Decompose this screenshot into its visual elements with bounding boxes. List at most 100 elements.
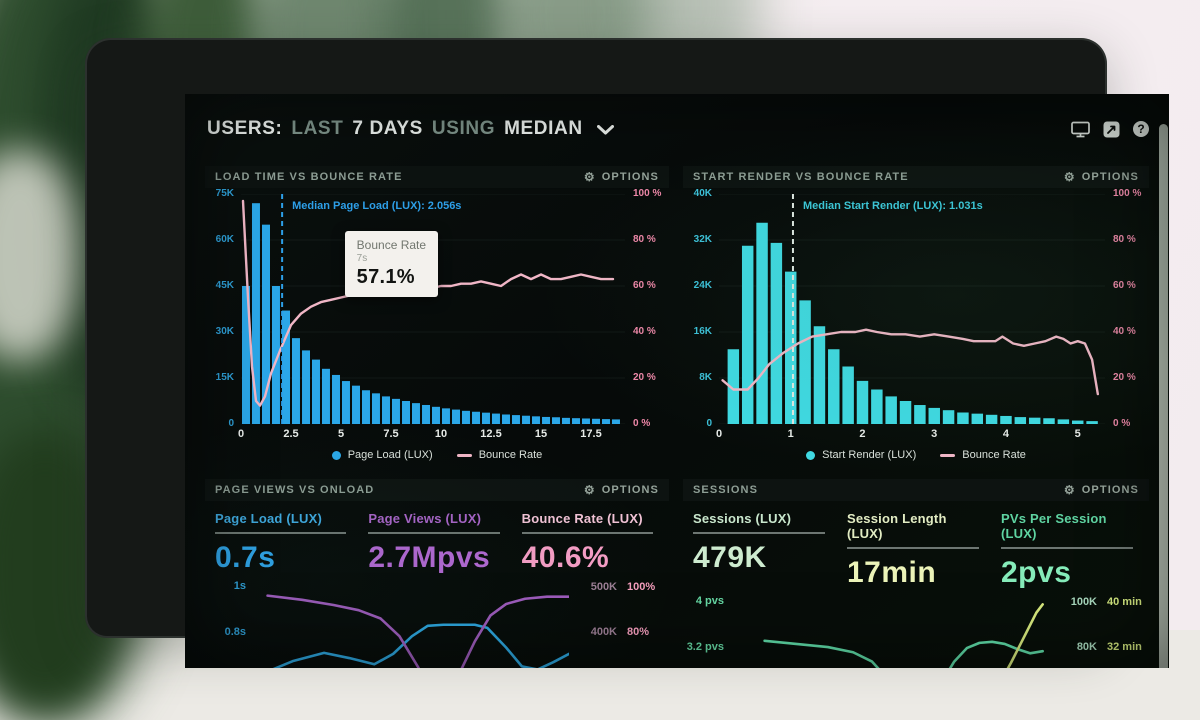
x-axis-tick: 15 <box>534 428 548 440</box>
x-axis-tick: 2 <box>859 428 866 440</box>
y-axis-tick: 4 pvs <box>695 595 724 607</box>
metric-label: PVs Per Session (LUX) <box>1001 511 1107 541</box>
laptop: USERS: LAST 7 DAYS USING MEDIAN <box>85 38 1169 668</box>
header-word: USERS: <box>207 118 283 139</box>
help-icon[interactable]: ? <box>1133 121 1149 137</box>
panel-header: SESSIONS ⚙ OPTIONS <box>683 479 1149 501</box>
metric-value: 479K <box>693 541 767 574</box>
legend-dot-swatch <box>331 450 341 460</box>
x-axis-tick: 0 <box>715 428 723 440</box>
metric-underline <box>521 532 653 534</box>
legend-label: Start Render (LUX) <box>822 449 917 461</box>
options-button[interactable]: ⚙ OPTIONS <box>1064 171 1139 183</box>
x-axis-tick: 17.5 <box>580 428 602 440</box>
panel-header: PAGE VIEWS VS ONLOAD ⚙ OPTIONS <box>205 479 669 501</box>
y-axis-left: 75K 60K 45K 30K 15K 0 <box>205 189 241 429</box>
monitor-icon[interactable] <box>1071 121 1090 138</box>
chart-plot[interactable]: Median Page Load (LUX): 2.056s Bounce Rat… <box>241 194 625 424</box>
export-icon[interactable] <box>1103 121 1120 138</box>
metric: Page Load (LUX) 0.7s <box>215 511 347 575</box>
metric-value: 2pvs <box>1001 556 1072 589</box>
y-axis-tick: 45K <box>215 280 234 291</box>
y-axis-tick: 0 <box>228 418 234 429</box>
x-axis: 0 1 2 3 4 5 <box>715 427 1105 443</box>
panel-header: LOAD TIME VS BOUNCE RATE ⚙ OPTIONS <box>205 166 669 188</box>
options-label: OPTIONS <box>1081 171 1139 183</box>
gear-icon: ⚙ <box>583 483 596 497</box>
y-axis-tick: 32K <box>693 234 712 245</box>
y-axis-tick-pair: 400K 80% <box>579 626 669 638</box>
gear-icon: ⚙ <box>1063 170 1076 184</box>
y-axis-tick: 8K <box>699 372 712 383</box>
metric: Session Length (LUX) 17min <box>847 511 979 590</box>
median-annotation: Median Start Render (LUX): 1.031s <box>802 200 983 212</box>
y-axis-tick: 100 % <box>1113 188 1142 199</box>
y-axis-tick: 75K <box>215 188 234 199</box>
y-axis-tick-pair: 500K 100% <box>579 581 669 593</box>
options-button[interactable]: ⚙ OPTIONS <box>1064 484 1139 496</box>
metric: Sessions (LUX) 479K <box>693 511 825 590</box>
x-axis-tick: 10 <box>434 428 448 440</box>
y-axis-tick: 60 % <box>633 280 656 291</box>
y-axis-tick: 80 % <box>633 234 656 245</box>
y-axis-tick: 32 min <box>1107 641 1142 653</box>
metrics-row: Page Load (LUX) 0.7s Page Views (LUX) 2.7Mp… <box>205 501 669 575</box>
x-axis-tick: 1 <box>787 428 794 440</box>
chart-legend: Page Load (LUX) Bounce Rate <box>205 445 669 465</box>
options-button[interactable]: ⚙ OPTIONS <box>584 484 659 496</box>
panel-title: PAGE VIEWS VS ONLOAD <box>215 484 375 496</box>
y-axis-tick-pair: 80K 32 min <box>1059 641 1149 653</box>
y-axis-tick: 500K <box>590 581 617 593</box>
metric-label: Session Length (LUX) <box>847 511 947 541</box>
panel-title: LOAD TIME VS BOUNCE RATE <box>215 171 403 183</box>
y-axis-tick: 20 % <box>633 372 656 383</box>
panel-header: START RENDER VS BOUNCE RATE ⚙ OPTIONS <box>683 166 1149 188</box>
chart-area: 40K 32K 24K 16K 8K 0 Median Start Render (LUX… <box>683 189 1149 429</box>
x-axis-tick: 7.5 <box>383 428 399 440</box>
header-word: USING <box>431 118 496 139</box>
y-axis-tick: 15K <box>215 372 234 383</box>
metric-value: 0.7s <box>215 541 276 574</box>
legend-label: Bounce Rate <box>478 449 543 461</box>
metric-underline <box>847 547 979 549</box>
x-axis-tick: 0 <box>237 428 245 440</box>
header-word: 7 DAYS <box>352 118 423 139</box>
y-axis-tick: 80K <box>1076 641 1097 653</box>
metric-value: 40.6% <box>521 541 610 574</box>
mini-chart-plot[interactable] <box>733 594 1049 668</box>
gear-icon: ⚙ <box>583 170 596 184</box>
x-axis-tick: 5 <box>337 428 345 440</box>
options-button[interactable]: ⚙ OPTIONS <box>584 171 659 183</box>
options-label: OPTIONS <box>601 171 659 183</box>
tooltip-subtitle: 7s <box>356 252 368 264</box>
legend-item[interactable]: Start Render (LUX) <box>806 449 916 461</box>
legend-item[interactable]: Bounce Rate <box>940 449 1026 461</box>
users-range-dropdown[interactable]: USERS: LAST 7 DAYS USING MEDIAN <box>207 118 614 140</box>
y-axis-tick: 24K <box>693 280 712 291</box>
y-axis-tick: 0 <box>706 418 712 429</box>
chart-legend: Start Render (LUX) Bounce Rate <box>683 445 1149 465</box>
metric-underline <box>215 532 347 534</box>
chart-plot[interactable]: Median Start Render (LUX): 1.031s <box>719 194 1105 424</box>
scrollbar[interactable] <box>1159 124 1168 668</box>
y-axis-tick: 80% <box>627 626 650 638</box>
metric-underline <box>368 532 500 534</box>
y-axis-tick: 30K <box>215 326 234 337</box>
x-axis-tick: 5 <box>1074 428 1081 440</box>
legend-item[interactable]: Page Load (LUX) <box>331 449 433 461</box>
mini-chart-plot[interactable] <box>255 579 569 668</box>
metric: PVs Per Session (LUX) 2pvs <box>1001 511 1133 590</box>
dashboard-screen: USERS: LAST 7 DAYS USING MEDIAN <box>185 94 1169 668</box>
y-axis-tick: 40 min <box>1107 596 1142 608</box>
metric-value: 17min <box>847 556 937 589</box>
metric-underline <box>693 532 825 534</box>
metric-label: Page Views (LUX) <box>368 511 482 526</box>
legend-item[interactable]: Bounce Rate <box>456 449 543 461</box>
x-axis: 0 2.5 5 7.5 10 12.5 15 17.5 <box>237 427 625 443</box>
y-axis-tick: 100% <box>627 581 656 593</box>
y-axis-tick: 3.2 pvs <box>686 641 724 653</box>
y-axis-tick: 20 % <box>1113 372 1136 383</box>
panel-sessions: SESSIONS ⚙ OPTIONS Sessions (LUX) 479K Ses… <box>683 479 1149 668</box>
